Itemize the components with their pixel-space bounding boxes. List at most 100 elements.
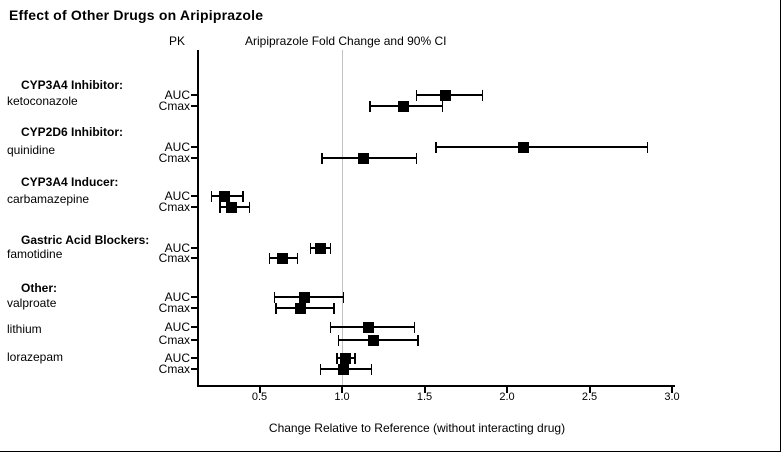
pk-label: AUC [164,290,190,304]
row-axis-tick [191,195,197,197]
drug-label: carbamazepine [7,192,90,206]
ci-cap-right [481,89,483,101]
ci-cap-right [354,352,356,364]
pk-label: AUC [164,351,190,365]
x-tick [341,387,343,393]
ci-cap-right [417,334,419,346]
point-marker [338,363,350,375]
point-marker [518,141,529,153]
ci-cap-left [210,190,213,202]
ci-cap-right [646,141,648,153]
row-axis-tick [191,368,197,370]
drug-label: lorazepam [7,350,64,364]
pk-label: AUC [164,241,190,255]
ci-bar [436,146,648,148]
x-tick [258,387,261,393]
x-tick-label: 0.5 [251,391,268,403]
ci-cap-right [342,291,345,303]
ci-cap-left [275,302,277,314]
drug-label: famotidine [7,247,63,261]
ci-cap-left [309,242,312,254]
row-axis-tick [191,307,197,309]
pk-label: Cmax [158,301,190,315]
ci-cap-left [321,152,323,164]
page-title: Effect of Other Drugs on Aripiprazole [9,7,264,23]
group-header: Gastric Acid Blockers: [21,233,150,247]
pk-column-header: PK [169,34,186,48]
row-axis-tick [191,296,197,298]
point-marker [440,89,452,101]
group-header: CYP3A4 Inducer: [21,175,119,189]
ci-cap-right [248,201,251,213]
row-axis-tick [191,94,197,96]
x-tick-label: 1.0 [334,391,350,403]
pk-label: Cmax [158,99,190,113]
ci-cap-left [268,252,271,264]
group-header: Other: [21,281,57,295]
point-marker [298,291,310,303]
point-marker [277,252,289,264]
drug-label: ketoconazole [7,94,78,108]
plot-header: Aripiprazole Fold Change and 90% CI [245,34,447,48]
point-marker [367,334,379,346]
pk-label: AUC [164,320,190,334]
group-header: CYP3A4 Inhibitor: [21,78,124,92]
ci-cap-right [415,152,417,164]
row-axis-tick [191,146,197,148]
row-axis-tick [191,339,197,341]
x-tick [506,387,508,393]
pk-label: Cmax [158,200,190,214]
point-marker [339,352,351,364]
ci-cap-right [413,321,416,333]
drug-label: lithium [7,322,42,336]
x-tick-label: 3.0 [664,391,680,403]
pk-label: AUC [164,140,190,154]
x-tick-label: 1.5 [416,391,433,403]
pk-label: Cmax [158,151,190,165]
ci-cap-right [329,242,332,254]
group-header: CYP2D6 Inhibitor: [21,125,124,139]
drug-label: valproate [7,296,57,310]
x-axis-title: Change Relative to Reference (without in… [268,421,566,435]
point-marker [357,152,369,164]
pk-label: Cmax [158,251,190,265]
pk-label: AUC [164,88,190,102]
ci-cap-right [441,100,444,112]
ci-cap-right [242,190,244,202]
row-axis-tick [191,247,197,249]
row-axis-tick [191,357,197,359]
pk-label: AUC [164,189,190,203]
ci-cap-right [296,252,299,264]
ci-cap-right [370,363,373,375]
ci-cap-left [435,141,437,153]
pk-label: Cmax [158,333,190,347]
pk-label: Cmax [158,362,190,376]
point-marker [397,100,409,112]
ci-cap-left [329,321,332,333]
x-tick-label: 2.0 [499,391,515,403]
reference-line [341,50,343,385]
x-tick [588,387,591,393]
row-axis-tick [191,157,197,159]
x-axis [197,385,675,387]
x-tick-label: 2.5 [581,391,598,403]
row-axis-tick [191,206,197,208]
ci-cap-left [336,352,338,364]
row-axis-tick [191,257,197,259]
ci-cap-left [415,89,417,101]
point-marker [219,190,231,202]
point-marker [295,302,307,314]
point-marker [362,321,374,333]
ci-bar [322,157,417,159]
x-tick [423,387,426,393]
drug-label: quinidine [7,143,56,157]
x-tick [671,387,673,393]
point-marker [315,242,327,254]
ci-cap-left [337,334,340,346]
ci-cap-left [273,291,276,303]
ci-cap-left [319,363,322,375]
ci-cap-left [219,201,221,213]
ci-cap-left [369,100,371,112]
y-axis [197,50,199,385]
